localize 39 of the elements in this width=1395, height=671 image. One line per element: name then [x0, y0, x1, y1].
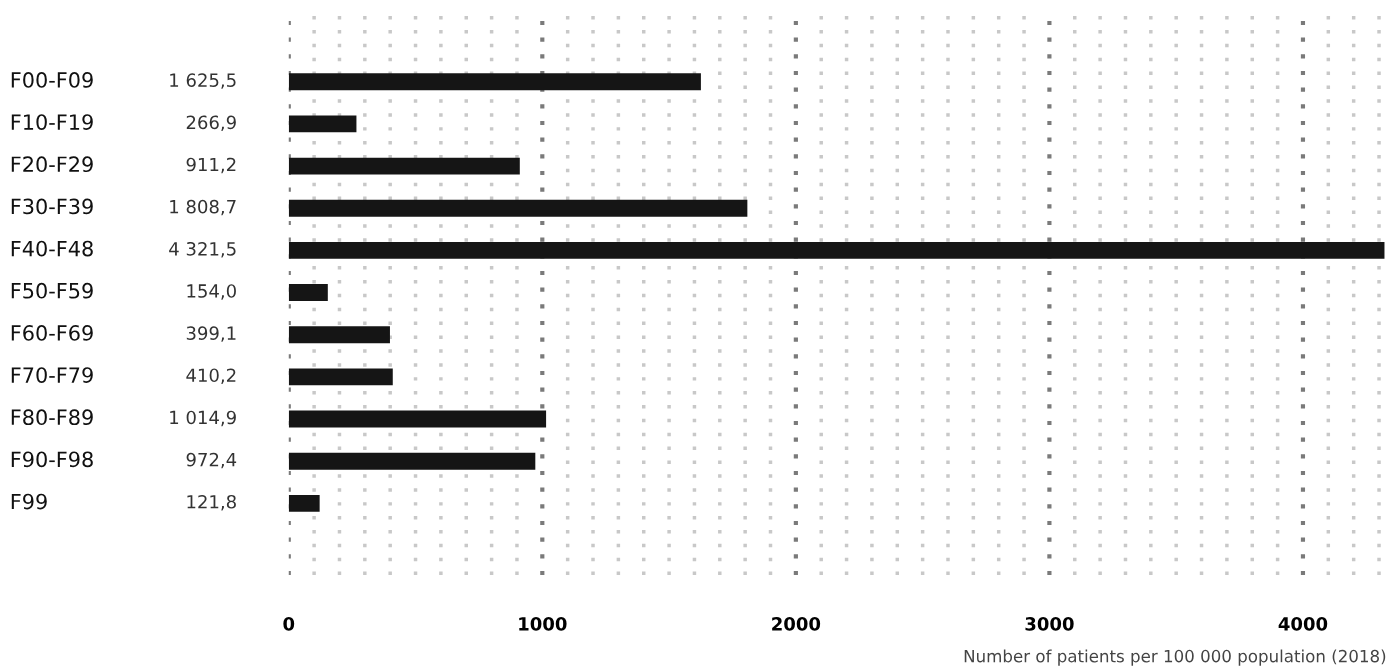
y-tick-label: F20-F29 [11, 156, 93, 173]
bar [288, 115, 357, 133]
y-tick-label: F60-F69 [11, 325, 93, 341]
data-label: 266,9 [186, 115, 236, 131]
bar [288, 199, 748, 217]
data-label: 154,0 [187, 284, 236, 300]
x-tick-label: 4000 [1278, 617, 1328, 631]
bar [288, 241, 1385, 259]
x-axis-title: Number of patients per 100 000 population (2018) [964, 649, 1386, 666]
data-label: 1 625,5 [170, 73, 236, 89]
x-tick-label: 1000 [519, 617, 567, 631]
bar [288, 73, 701, 91]
bar [288, 452, 536, 470]
data-label: 399,1 [186, 326, 236, 342]
bar [288, 494, 320, 512]
data-label: 4 321,5 [169, 241, 236, 258]
y-tick-label: F00-F09 [11, 72, 93, 88]
y-tick-label: F30-F39 [11, 198, 93, 215]
data-label: 911,2 [186, 157, 236, 174]
y-tick-label: F80-F89 [11, 409, 93, 426]
x-tick-label: 0 [283, 617, 295, 631]
bar [288, 410, 547, 428]
data-label: 1 808,7 [170, 199, 236, 216]
x-tick-label: 2000 [772, 617, 821, 631]
bar [288, 326, 390, 344]
bar [288, 157, 520, 175]
bar [288, 368, 393, 386]
y-tick-label: F10-F19 [11, 114, 93, 130]
data-label: 1 014,9 [170, 410, 236, 427]
x-tick-label: 3000 [1025, 617, 1074, 631]
y-tick-label: F70-F79 [11, 367, 93, 383]
data-label: 121,8 [187, 494, 236, 511]
y-tick-label: F40-F48 [11, 240, 93, 257]
y-tick-label: F99 [11, 493, 47, 510]
y-tick-label: F90-F98 [11, 451, 93, 468]
data-label: 972,4 [186, 452, 237, 469]
data-label: 410,2 [186, 368, 236, 384]
bar [288, 284, 328, 301]
y-tick-label: F50-F59 [11, 282, 93, 299]
